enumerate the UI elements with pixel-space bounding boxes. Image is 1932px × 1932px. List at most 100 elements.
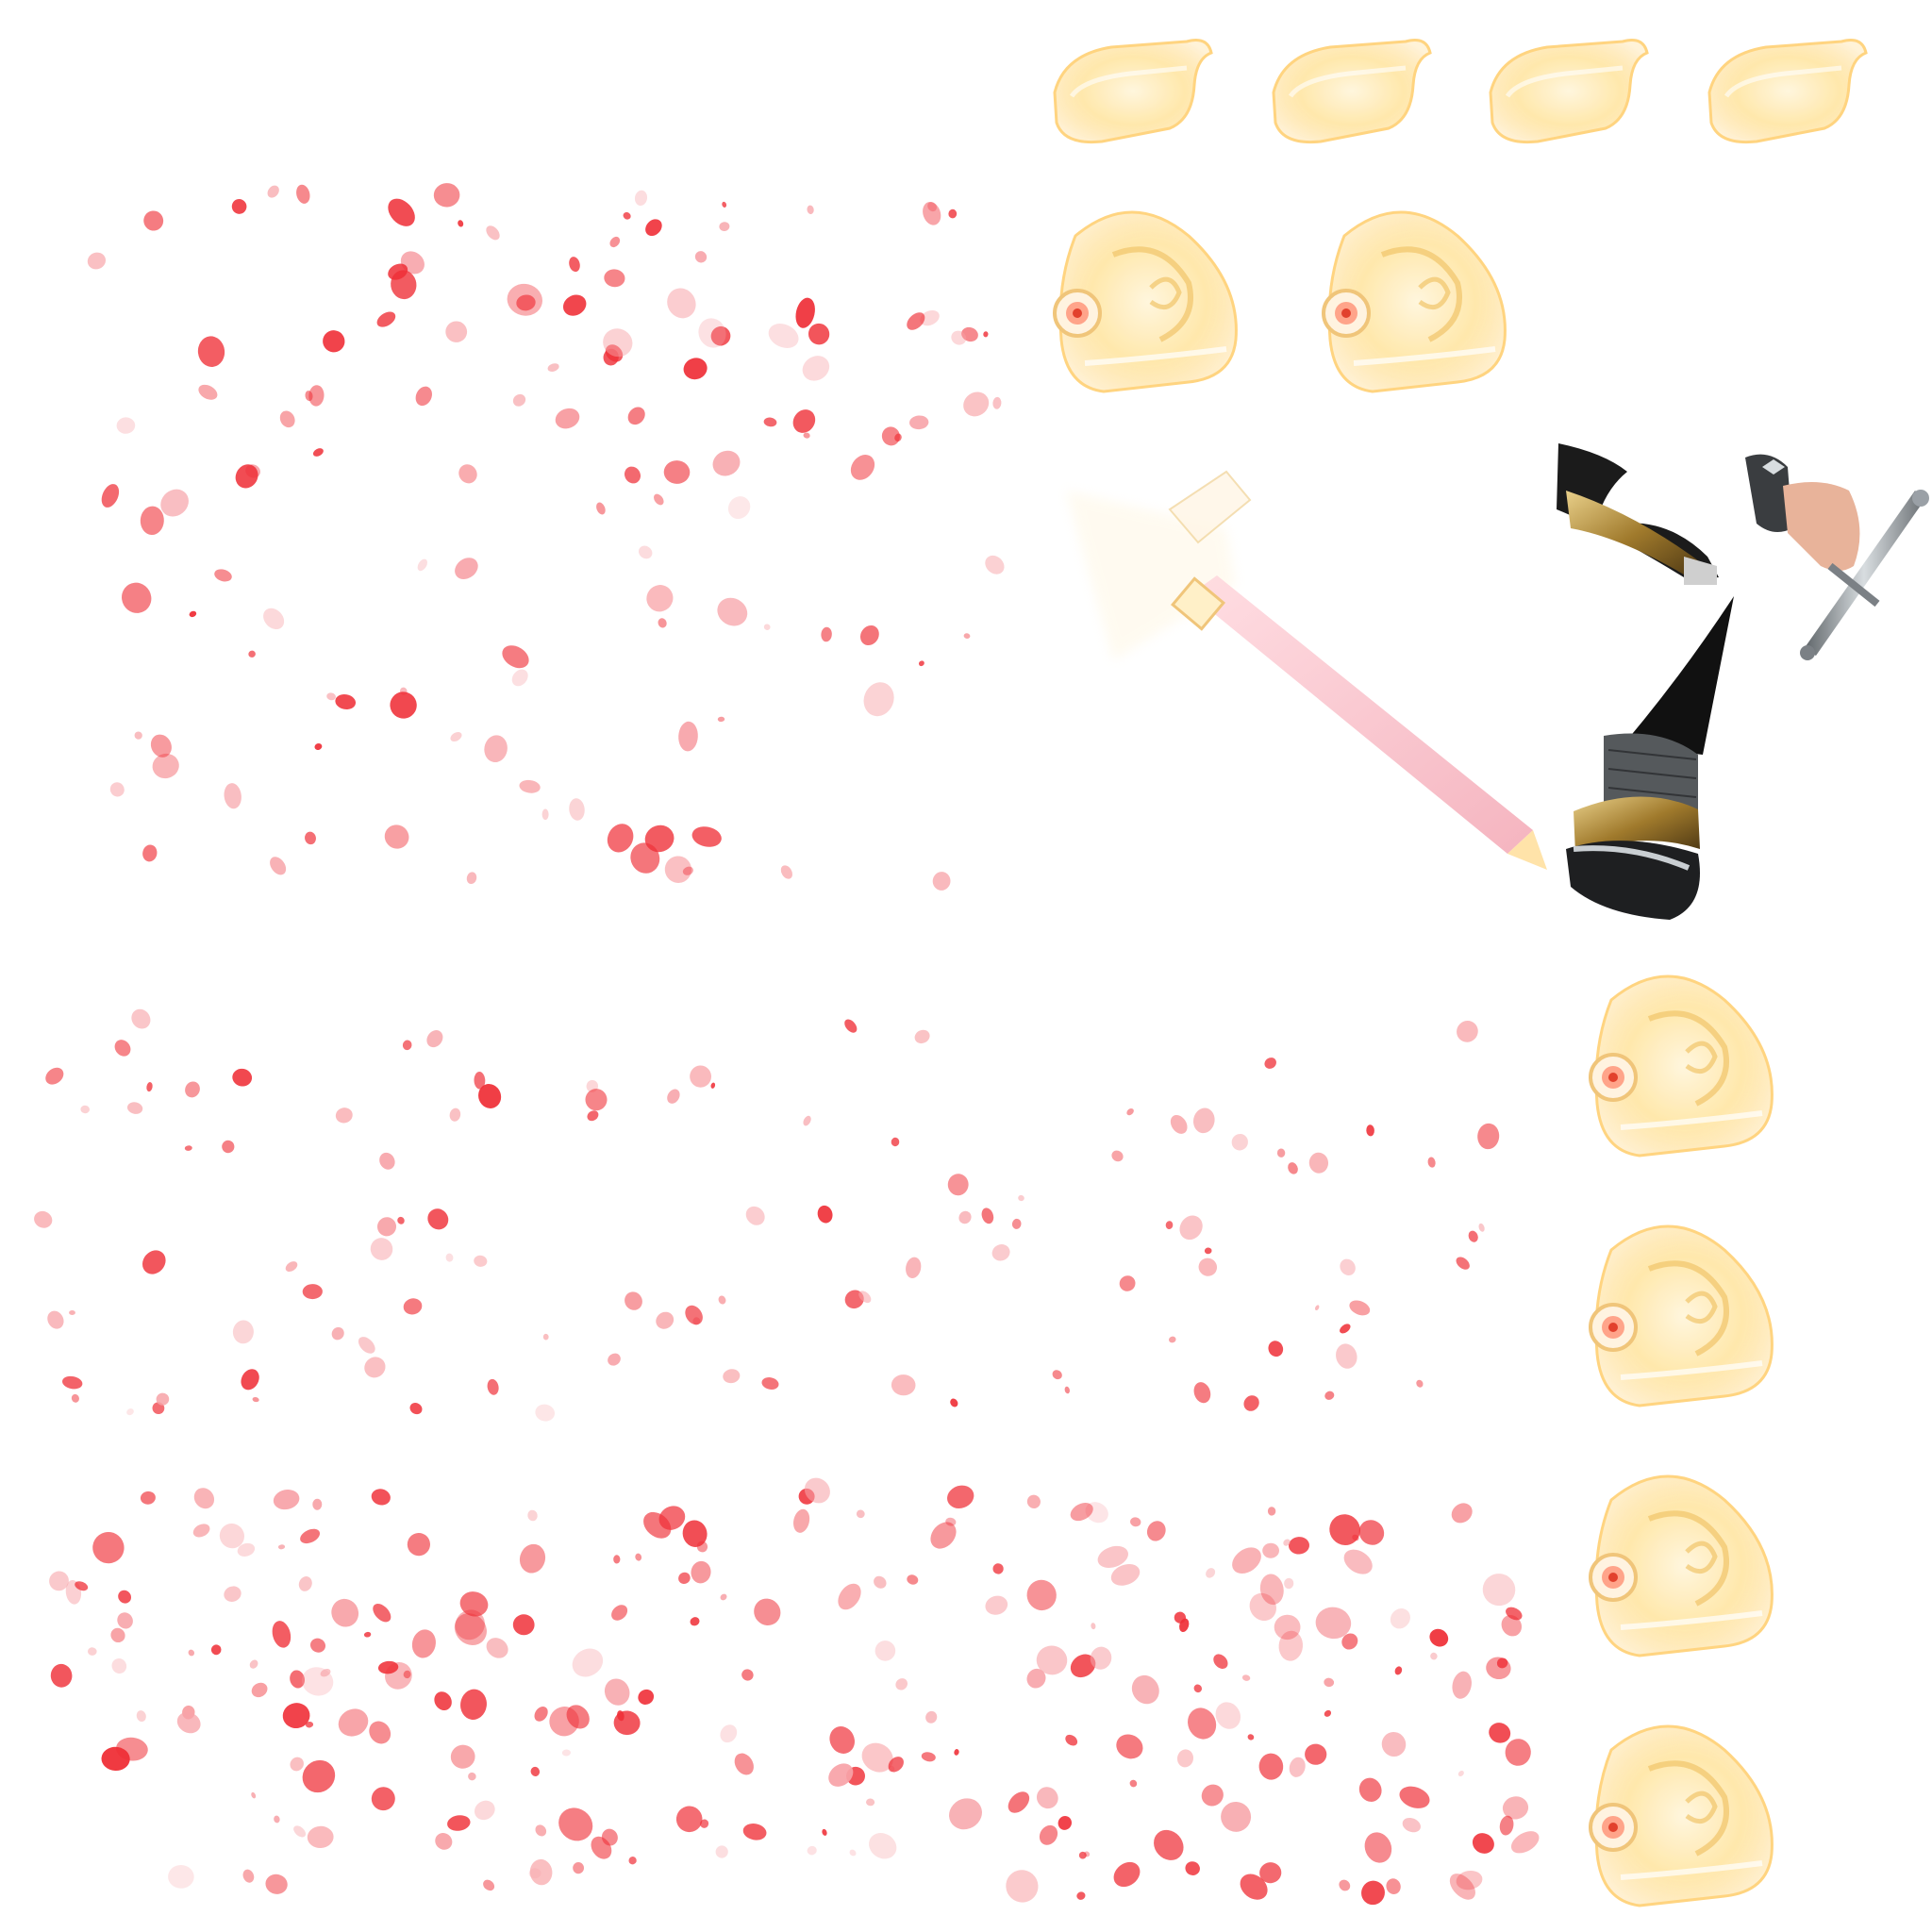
rose-petal — [1451, 1503, 1473, 1524]
rose-petal — [717, 716, 725, 723]
rose-petal — [1399, 1786, 1430, 1808]
rose-petal — [1486, 1657, 1511, 1680]
rose-petal — [1315, 1607, 1352, 1640]
rose-petal — [1457, 1021, 1478, 1042]
rose-petal — [487, 1378, 499, 1395]
rose-petal — [658, 1506, 686, 1530]
rose-petal — [1259, 1862, 1282, 1884]
rose-petal — [710, 325, 731, 346]
rose-petal — [866, 1798, 875, 1807]
rose-petal — [925, 1710, 938, 1724]
gold-bracer-icon — [1709, 41, 1866, 142]
rose-petal — [727, 496, 751, 520]
rose-petal — [983, 331, 989, 338]
rose-petal — [569, 257, 580, 273]
rose-petal — [92, 1531, 125, 1564]
rose-petal — [71, 1393, 79, 1403]
rose-petal — [624, 466, 641, 484]
rose-petal — [1185, 1861, 1200, 1875]
rose-petal — [109, 782, 125, 797]
rose-petal — [1336, 1343, 1357, 1369]
rose-petal — [185, 1081, 200, 1098]
rose-petal — [566, 1705, 590, 1729]
rose-petal — [635, 1553, 642, 1561]
gold-bracer-icon — [1055, 41, 1211, 142]
gold-pauldron-icon — [1591, 1726, 1772, 1906]
rose-petal — [596, 502, 606, 515]
rose-petal — [678, 721, 698, 752]
rose-petal — [1324, 1391, 1335, 1400]
rose-petal — [1501, 1614, 1523, 1637]
rose-petal — [712, 450, 741, 476]
rose-petal — [603, 328, 633, 358]
rose-petal — [1198, 1257, 1218, 1276]
rose-petal — [1457, 1770, 1464, 1777]
rose-petal — [932, 872, 951, 891]
rose-petal — [274, 1815, 280, 1824]
rose-petal — [486, 1638, 508, 1658]
rose-petal — [678, 1572, 691, 1585]
rose-petal — [1289, 1537, 1309, 1555]
rose-petal — [861, 1742, 893, 1773]
rose-petal — [1091, 1623, 1096, 1630]
rose-petal — [270, 857, 287, 875]
rose-petal — [189, 610, 197, 618]
rose-petal — [403, 1670, 411, 1679]
rose-petal — [403, 1298, 423, 1315]
rose-petal — [828, 1763, 854, 1787]
rose-petal — [486, 225, 500, 241]
rose-petal — [150, 734, 172, 758]
rose-petal — [1193, 1382, 1211, 1404]
rose-petal — [992, 396, 1002, 409]
gold-bracer-icon — [1274, 41, 1430, 142]
rose-petal — [722, 201, 727, 208]
rose-petal — [474, 1072, 486, 1090]
rose-petal — [698, 318, 726, 348]
rose-petal — [1097, 1545, 1128, 1568]
rose-petal — [992, 1563, 1004, 1574]
rose-petal — [949, 1798, 982, 1830]
rose-petal — [407, 1532, 430, 1557]
rose-petal — [219, 1523, 244, 1549]
rose-petal — [1472, 1833, 1494, 1854]
rose-petal — [562, 294, 587, 316]
rose-petal — [1329, 1514, 1360, 1545]
rose-petal — [1064, 1386, 1070, 1394]
rose-petal — [1240, 1874, 1268, 1900]
rose-petal — [829, 1726, 855, 1754]
rose-petal — [1478, 1223, 1485, 1232]
rose-petal — [535, 1404, 556, 1422]
rose-petal — [954, 1749, 959, 1756]
rose-petal — [605, 344, 624, 362]
rose-petal — [844, 1019, 858, 1033]
rose-petal — [1026, 1579, 1057, 1611]
rose-petal — [49, 1571, 69, 1591]
rose-petal — [656, 1311, 675, 1329]
rose-petal — [874, 1641, 896, 1661]
rose-petal — [1288, 1162, 1298, 1174]
rose-petal — [720, 1593, 727, 1601]
rose-petal — [1130, 1517, 1141, 1527]
rose-petal — [761, 1377, 779, 1390]
rose-petal — [1176, 1749, 1194, 1768]
rose-petal — [542, 1333, 549, 1341]
rose-petal — [634, 190, 648, 207]
rose-petal-scatter-bottom-right — [838, 1485, 1540, 1906]
rose-petal — [715, 1845, 728, 1858]
rose-petal — [658, 618, 667, 628]
rose-petal — [664, 856, 692, 883]
rose-petal — [1110, 1563, 1141, 1586]
rose-petal — [1358, 1520, 1385, 1545]
rose-petal — [87, 252, 106, 270]
gold-pauldron-icon — [1591, 1476, 1772, 1656]
rose-petal — [742, 1824, 767, 1840]
rose-petal — [1416, 1379, 1424, 1388]
rose-petal — [1232, 1547, 1261, 1574]
rose-petal — [1011, 1218, 1022, 1229]
rose-petal — [88, 1647, 97, 1656]
rose-petal — [895, 1678, 908, 1690]
rose-petal — [1129, 1779, 1138, 1788]
rose-petal — [459, 1591, 489, 1617]
rose-petal — [455, 558, 478, 579]
rose-petal — [152, 753, 179, 779]
